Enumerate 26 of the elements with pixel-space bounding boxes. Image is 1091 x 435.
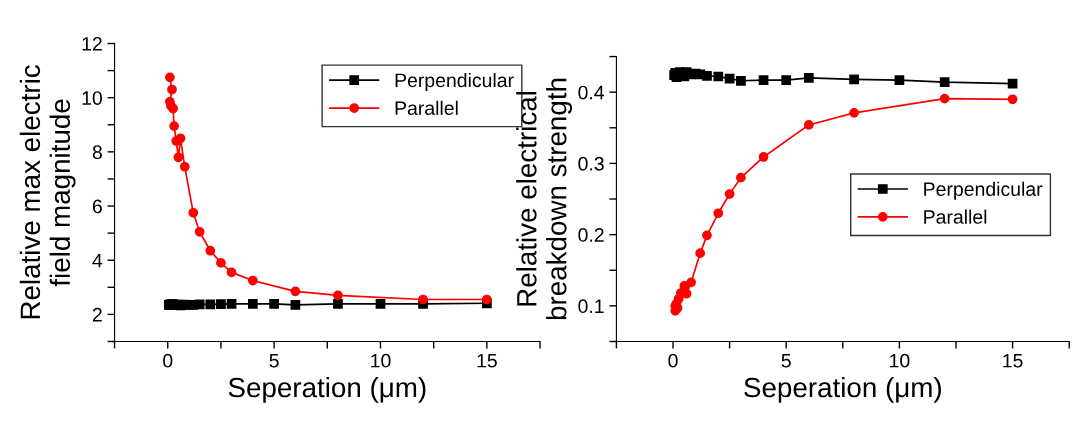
- y-tick-label: 0.4: [578, 85, 605, 100]
- legend-label: Perpendicular: [395, 72, 514, 92]
- x-axis-title: Seperation (μm): [744, 376, 941, 403]
- y-axis-title: Relative electrical breakdown strength: [516, 78, 573, 320]
- y-axis-title: Relative max electric field magnitude: [19, 65, 76, 319]
- y-tick-label: 10: [82, 91, 102, 105]
- y-tick-label: 2: [92, 307, 102, 322]
- legend-label: Perpendicular: [924, 181, 1043, 200]
- y-tick-label: 0.3: [578, 156, 604, 171]
- y-tick-label: 6: [92, 199, 102, 214]
- y-tick-label: 8: [92, 145, 102, 160]
- x-tick-label: 5: [781, 353, 791, 368]
- x-tick-label: 5: [269, 353, 279, 368]
- legend-label: Parallel: [924, 209, 987, 224]
- y-tick-label: 0.1: [578, 299, 604, 314]
- x-tick-label: 10: [371, 353, 391, 368]
- x-tick-label: 15: [1003, 353, 1023, 368]
- y-tick-label: 0.2: [578, 228, 604, 242]
- x-tick-label: 10: [890, 353, 910, 368]
- legend-label: Parallel: [395, 100, 458, 116]
- y-tick-label: 12: [82, 36, 102, 51]
- x-axis-title: Seperation (μm): [228, 376, 426, 403]
- y-tick-label: 4: [92, 253, 103, 268]
- x-tick-label: 0: [668, 353, 678, 368]
- x-tick-label: 0: [163, 353, 173, 368]
- x-tick-label: 15: [477, 353, 497, 368]
